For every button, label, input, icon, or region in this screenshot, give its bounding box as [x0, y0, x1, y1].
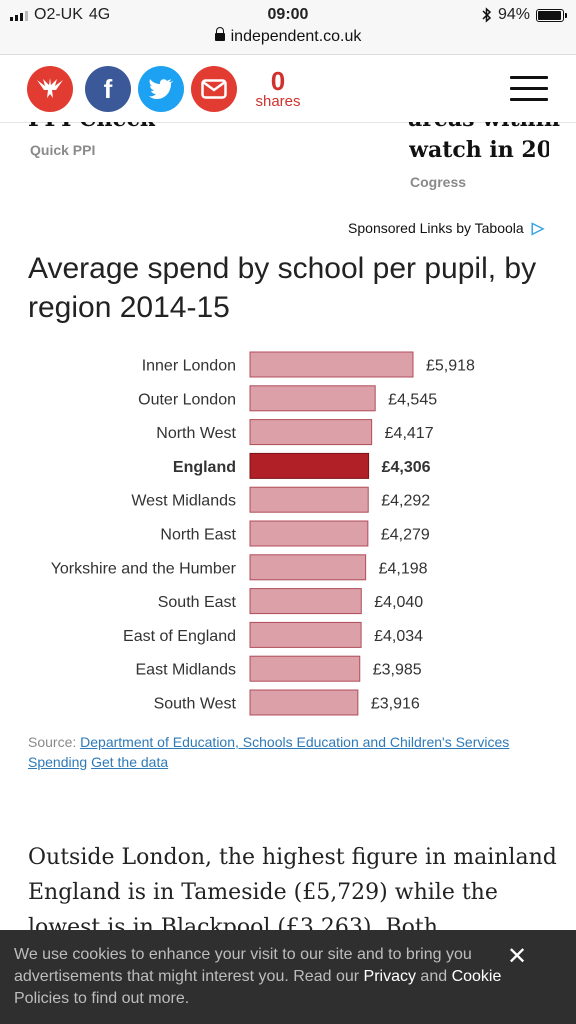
facebook-icon: f — [103, 73, 113, 104]
category-label-south-east: South East — [158, 594, 237, 611]
twitter-icon — [149, 79, 173, 99]
url-text: independent.co.uk — [230, 28, 362, 45]
value-label-north-west: £4,417 — [385, 425, 434, 442]
recommended-left-source: Quick PPI — [30, 142, 96, 158]
eagle-icon — [37, 78, 63, 98]
network: 4G — [88, 6, 111, 23]
battery-icon — [536, 8, 567, 22]
value-label-west-midlands: £4,292 — [381, 493, 430, 510]
privacy-link[interactable]: Privacy — [363, 968, 416, 985]
share-count-label: shares — [255, 93, 301, 110]
recommended-right-source: Cogress — [410, 174, 467, 190]
signal-icon — [10, 9, 28, 21]
status-left: O2-UK 4G — [10, 6, 110, 24]
independent-logo-icon[interactable] — [27, 66, 73, 112]
carrier: O2-UK — [34, 6, 83, 23]
bar-chart-svg: Inner London £5,918 Outer London £4,545 Nort… — [51, 351, 475, 716]
recommended-left-title[interactable]: PPI Check — [28, 122, 155, 132]
value-label-yorkshire-and-the-humber: £4,198 — [379, 560, 428, 577]
bar-south-east — [249, 588, 362, 615]
chart-title: Average spend by school per pupil, by re… — [28, 252, 537, 324]
battery-fill — [538, 10, 561, 20]
category-label-south-west: South West — [154, 696, 237, 713]
category-label-outer-london: Outer London — [138, 391, 236, 408]
value-label-england: £4,306 — [382, 459, 431, 476]
category-label-east-midlands: East Midlands — [136, 662, 237, 679]
value-label-south-west: £3,916 — [371, 696, 420, 713]
close-icon[interactable]: ✕ — [506, 943, 528, 970]
value-label-north-east: £4,279 — [381, 527, 430, 544]
source-prefix: Source: — [28, 734, 77, 750]
get-data-link[interactable]: Get the data — [91, 754, 169, 770]
bar-chart: Inner London £5,918 Outer London £4,545 Nort… — [0, 345, 576, 725]
share-count: 0 shares — [248, 68, 308, 110]
taboola-sponsor[interactable]: Sponsored Links by Taboola ▷ — [348, 218, 544, 238]
status-time: 09:00 — [267, 6, 309, 23]
source-link[interactable]: Department of Education, Schools Educati… — [28, 734, 510, 770]
lock-icon — [214, 27, 225, 41]
cookie-policy-link[interactable]: Cookie — [451, 968, 502, 985]
value-label-south-east: £4,040 — [374, 594, 423, 611]
article-paragraph: Outside London, the highest figure in ma… — [28, 845, 557, 940]
recommended-right-title-line1[interactable]: areas within — [408, 122, 560, 132]
status-bar: O2-UK 4G 09:00 94% — [0, 0, 576, 30]
url-bar[interactable]: independent.co.uk — [0, 27, 576, 55]
menu-icon[interactable] — [510, 76, 548, 109]
value-label-east-midlands: £3,985 — [373, 662, 422, 679]
value-label-east-of-england: £4,034 — [374, 628, 423, 645]
category-label-west-midlands: West Midlands — [131, 493, 236, 510]
taboola-label: Sponsored Links by Taboola — [348, 220, 524, 236]
email-icon — [201, 79, 227, 99]
bar-inner-london — [249, 351, 414, 378]
category-label-north-east: North East — [160, 527, 236, 544]
battery-percent: 94% — [497, 6, 530, 23]
bar-east-of-england — [249, 621, 362, 648]
bluetooth-icon — [482, 7, 492, 23]
bar-england — [249, 452, 370, 479]
category-label-inner-london: Inner London — [142, 358, 236, 375]
bar-south-west — [249, 689, 359, 716]
cookie-text-start: We use cookies to enhance your visit to … — [14, 946, 472, 985]
cookie-text: We use cookies to enhance your visit to … — [14, 944, 514, 1010]
status-right: 94% — [482, 6, 567, 24]
chart-source: Source: Department of Education, Schools… — [28, 732, 528, 772]
category-label-north-west: North West — [156, 425, 236, 442]
bar-outer-london — [249, 385, 376, 412]
category-label-england: England — [173, 459, 236, 476]
share-count-number: 0 — [270, 66, 286, 96]
value-label-outer-london: £4,545 — [388, 391, 437, 408]
bar-west-midlands — [249, 486, 369, 513]
bar-north-west — [249, 419, 373, 446]
cookie-banner: We use cookies to enhance your visit to … — [0, 930, 576, 1024]
cookie-text-end: Policies to find out more. — [14, 990, 190, 1007]
category-label-east-of-england: East of England — [123, 628, 236, 645]
bar-east-midlands — [249, 655, 361, 682]
bar-north-east — [249, 520, 369, 547]
taboola-play-icon: ▷ — [531, 220, 544, 237]
cookie-text-mid: and — [415, 968, 452, 985]
category-label-yorkshire-and-the-humber: Yorkshire and the Humber — [51, 560, 237, 577]
twitter-share-button[interactable] — [138, 66, 184, 112]
value-label-inner-london: £5,918 — [426, 358, 475, 375]
share-bar: f 0 shares — [0, 56, 576, 123]
email-share-button[interactable] — [191, 66, 237, 112]
recommended-right-title-line2[interactable]: watch in 2018 — [409, 137, 549, 163]
facebook-share-button[interactable]: f — [85, 66, 131, 112]
bar-yorkshire-and-the-humber — [249, 554, 367, 581]
